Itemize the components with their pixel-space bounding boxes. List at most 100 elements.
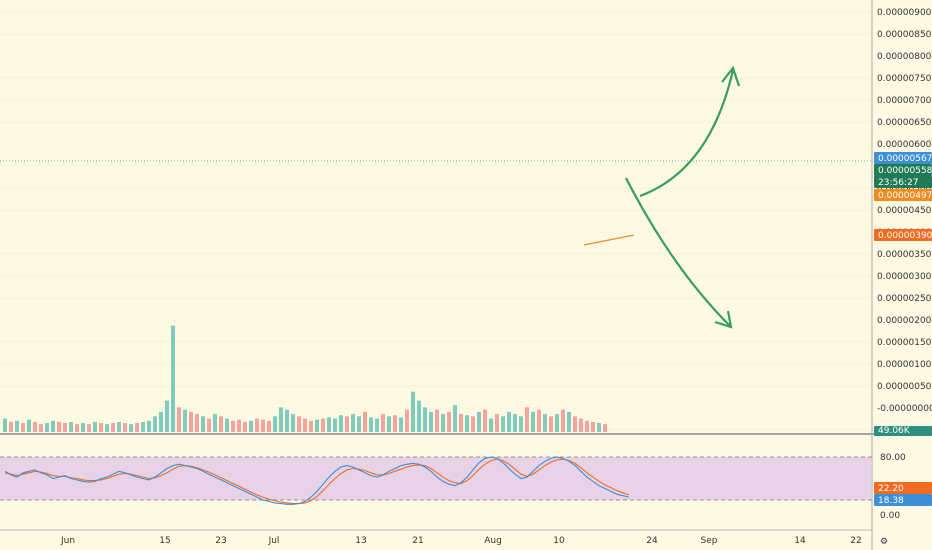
volume-bar: [333, 418, 337, 432]
price-tick-label: 0.00000350: [877, 250, 932, 260]
rsi-pane: [0, 456, 872, 505]
volume-bar: [459, 414, 463, 432]
volume-bar: [591, 421, 595, 432]
volume-bar: [267, 420, 271, 432]
volume-bar: [561, 409, 565, 432]
volume-bar: [507, 411, 511, 432]
volume-bar: [201, 416, 205, 432]
volume-bar: [525, 407, 529, 432]
volume-bar: [237, 419, 241, 432]
time-tick-label: 21: [412, 536, 423, 546]
volume-bar: [549, 416, 553, 432]
up-arrow-curve: [639, 69, 735, 198]
price-tick-label: 0.00000300: [877, 272, 932, 282]
time-tick-label: Jun: [60, 536, 75, 546]
volume-bar: [351, 414, 355, 432]
volume-bar: [219, 416, 223, 432]
volume-bar: [363, 411, 367, 432]
time-tick-label: 22: [850, 536, 861, 546]
time-tick-label: 24: [646, 536, 658, 546]
rsi-tag-orange-bg: [874, 482, 932, 494]
gear-icon: ⚙: [880, 537, 888, 547]
rsi-tick-label: 80.00: [880, 453, 906, 463]
volume-bar: [345, 416, 349, 432]
volume-bar: [225, 418, 229, 432]
volume-bar: [417, 400, 421, 432]
rsi-blue-line: [4, 456, 630, 505]
volume-bar: [381, 414, 385, 432]
volume-bar: [585, 420, 589, 432]
volume-bar: [99, 423, 103, 432]
volume-bar: [423, 407, 427, 432]
volume-bar: [9, 421, 13, 432]
volume-bar: [603, 424, 607, 432]
time-tick-label: Jul: [268, 536, 280, 546]
price-tag-ma-slow: 0.00000497: [878, 191, 932, 201]
volume-bar: [165, 400, 169, 432]
time-tick-label: 13: [355, 536, 366, 546]
price-tick-label: 0.00000650: [877, 118, 932, 128]
rsi-tag-blue: 18.38: [878, 496, 904, 506]
price-tag-last-bg: [874, 152, 932, 164]
price-tick-label: 0.00000200: [877, 316, 932, 326]
projection-arrows: [583, 65, 741, 329]
time-axis[interactable]: Jun 15 23 Jul 13 21 Aug 10 24 Sep 14 22: [60, 536, 862, 546]
volume-bar: [489, 418, 493, 432]
volume-bar: [243, 421, 247, 432]
time-tick-label: Sep: [701, 536, 718, 546]
volume-bar: [123, 423, 127, 432]
price-tick-label: 0.00000050: [877, 382, 932, 392]
rsi-orange-line: [4, 458, 630, 505]
countdown-tag-bg: [874, 176, 932, 188]
volume-bar: [261, 419, 265, 432]
volume-bar: [129, 424, 133, 432]
volume-bar: [141, 421, 145, 432]
volume-bar: [279, 407, 283, 432]
price-tick-label: 0.00000750: [877, 74, 932, 84]
down-arrow-head: [714, 310, 733, 329]
volume-bar: [375, 418, 379, 432]
rsi-tag-blue-bg: [874, 494, 932, 506]
volume-bar: [159, 411, 163, 432]
price-tick-label: 0.00000900: [877, 8, 932, 18]
volume-bar: [87, 424, 91, 432]
volume-bar: [147, 420, 151, 432]
volume-bar: [531, 411, 535, 432]
price-tick-label: 0.00000450: [877, 206, 932, 216]
volume-tag-bg: [874, 426, 932, 436]
volume-bar: [189, 411, 193, 432]
volume-bar: [21, 423, 25, 432]
price-tags: 0.00000567 0.00000558 23:56:27 0.00000497 0.…: [874, 152, 932, 547]
price-tick-label: 0.00000100: [877, 360, 932, 370]
volume-bar: [285, 409, 289, 432]
time-tick-label: 23: [215, 536, 226, 546]
price-tick-label: -0.00000000: [877, 404, 932, 414]
trend-line: [583, 234, 635, 246]
volume-bar: [405, 409, 409, 432]
up-arrow-head: [721, 65, 741, 87]
volume-bar: [207, 418, 211, 432]
volume-bar: [315, 419, 319, 432]
volume-bar: [429, 411, 433, 432]
volume-bar: [255, 418, 259, 432]
volume-bar: [27, 419, 31, 432]
price-tag-close-bg: [874, 164, 932, 176]
volume-bar: [3, 418, 7, 432]
volume-bar: [327, 417, 331, 432]
volume-bar: [93, 421, 97, 432]
volume-tag: 49.06K: [878, 426, 911, 436]
price-tag-level: 0.00000390: [878, 231, 932, 241]
price-tick-label: 0.00000800: [877, 52, 932, 62]
down-arrow-curve: [625, 177, 731, 327]
volume-bar: [465, 415, 469, 432]
volume-bar: [177, 407, 181, 432]
volume-bar: [519, 416, 523, 432]
volume-bar: [399, 417, 403, 432]
countdown-tag: 23:56:27: [878, 178, 918, 188]
volume-bar: [45, 423, 49, 432]
volume-bar: [573, 416, 577, 432]
volume-bar: [33, 421, 37, 432]
price-tick-label: 0.00000850: [877, 30, 932, 40]
